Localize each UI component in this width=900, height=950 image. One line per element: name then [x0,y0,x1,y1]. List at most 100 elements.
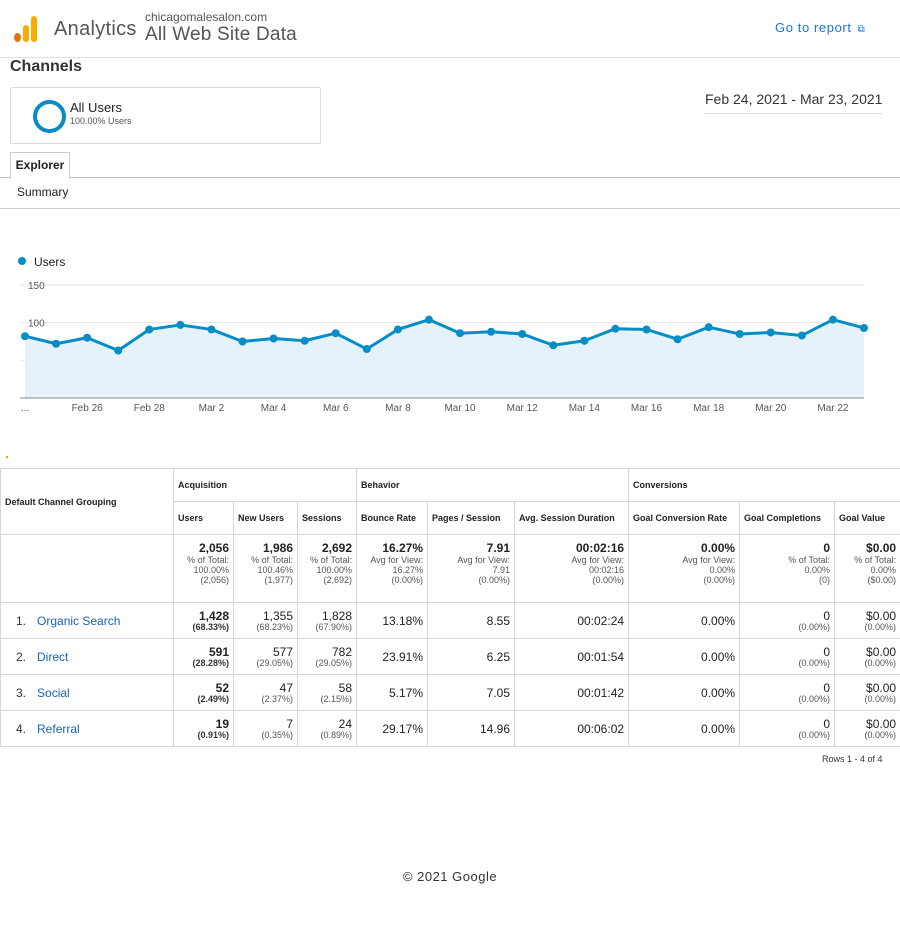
data-point [393,325,402,334]
sessions-value: 58 [338,681,353,695]
duration-cell: 00:02:24 [514,602,630,639]
segment-name: All Users [70,100,123,115]
col-goal-conversion-rate[interactable]: Goal Conversion Rate [628,501,741,535]
total-sub: 16.27% [392,565,424,575]
x-tick-label: Mar 14 [569,403,601,414]
col-goal-value[interactable]: Goal Value [834,501,900,535]
channel-link[interactable]: Referral [37,721,80,736]
channel-cell: 4. Referral [0,710,174,747]
channel-link[interactable]: Organic Search [37,613,121,628]
data-point [766,328,775,337]
col-bounce-rate[interactable]: Bounce Rate [356,501,429,535]
col-new-users[interactable]: New Users [233,501,298,535]
go-to-report-link[interactable]: Go to report ⧉ [775,20,865,35]
channel-link[interactable]: Direct [37,649,69,664]
total-sub: % of Total: [251,555,293,565]
legend-label: Users [34,255,66,269]
data-point [828,315,837,324]
total-sub: % of Total: [854,555,897,565]
channel-link[interactable]: Social [37,685,70,700]
new-users-pct: (0.35%) [261,730,293,740]
pages-session-cell: 14.96 [427,710,516,747]
x-tick-label: Feb 28 [134,403,166,414]
goal-value-cell: $0.00 (0.00%) [834,638,900,675]
total-cell: 2,692% of Total: 100.00% (2,692) [296,534,358,603]
data-point [860,323,868,332]
subtab-summary[interactable]: Summary [17,185,69,199]
total-value: 2,056 [198,541,229,555]
sessions-pct: (0.89%) [320,730,353,740]
users-pct: (28.28%) [192,658,229,668]
date-range[interactable]: Feb 24, 2021 - Mar 23, 2021 [705,91,883,114]
bounce-rate-cell: 23.91% [356,638,429,675]
y-tick-label: 150 [28,281,45,292]
new-users-pct: (29.05%) [256,658,293,668]
goal-value: $0.00 [866,681,897,695]
users-cell: 52 (2.49%) [173,674,234,711]
tab-explorer[interactable]: Explorer [10,152,70,179]
group-conversions: Conversions [628,468,900,502]
x-tick-label: Mar 4 [261,403,287,414]
total-value: 0.00% [701,541,736,555]
bounce-rate-cell: 5.17% [356,674,429,711]
data-point [207,325,216,334]
total-sub: % of Total: [310,555,353,565]
users-pct: (2.49%) [197,694,229,704]
col-avg-session-duration[interactable]: Avg. Session Duration [514,501,630,535]
sessions-value: 24 [338,717,353,731]
x-tick-label: Mar 10 [444,403,476,414]
channels-table: Default Channel Grouping Acquisition Beh… [0,468,900,747]
channel-cell: 3. Social [0,674,174,711]
group-acquisition: Acquisition [172,468,358,502]
total-cell: 7.91 Avg for View: 7.91 (0.00%) [427,534,516,603]
total-sub: Avg for View: [457,555,511,565]
total-sub: (1,977) [264,575,293,585]
bounce-rate-cell: 13.18% [356,602,429,639]
total-cell: 0.00% Avg for View: 0.00% (0.00%) [628,534,741,603]
completions-value: 0 [823,645,831,659]
col-sessions[interactable]: Sessions [296,501,358,535]
total-value: 16.27% [382,541,424,555]
col-users[interactable]: Users [173,501,234,535]
users-value: 591 [208,645,229,659]
total-sub: Avg for View: [370,555,424,565]
pages-session-cell: 7.05 [427,674,516,711]
conversion-rate-cell: 0.00% [628,674,741,711]
total-sub: 0.00% [804,565,831,575]
sessions-pct: (2.15%) [320,694,353,704]
new-users-pct: (2.37%) [261,694,293,704]
pages-session-cell: 8.55 [427,602,516,639]
data-point [673,335,682,344]
data-point [362,345,371,354]
total-cell: 00:02:16 Avg for View: 00:02:16 (0.00%) [514,534,630,603]
view-name: All Web Site Data [145,24,297,45]
data-point [580,336,589,345]
dimension-header[interactable]: Default Channel Grouping [0,468,174,535]
conversion-rate-cell: 0.00% [628,638,741,675]
data-point [518,329,527,338]
table-row: 4. Referral 19 (0.91%) 7 (0.35%) 24 (0.89%) … [0,710,900,747]
data-point [797,331,806,340]
data-point [735,329,744,338]
table-row: 1. Organic Search 1,428 (68.33%) 1,355 (68.… [0,602,900,639]
total-cell: 16.27% Avg for View: 16.27% (0.00%) [356,534,429,603]
completions-cell: 0 (0.00%) [739,674,836,711]
goal-value-cell: $0.00 (0.00%) [834,674,900,711]
total-sub: 7.91 [492,565,511,575]
series-line [24,318,865,353]
users-pct: (68.33%) [192,622,229,632]
x-tick-label: Mar 22 [817,403,849,414]
segment-card[interactable]: All Users 100.00% Users [10,87,321,144]
sessions-cell: 782 (29.05%) [296,638,358,675]
col-pages-session[interactable]: Pages / Session [427,501,516,535]
data-point [238,337,247,346]
group-behavior: Behavior [356,468,630,502]
total-sub: (0.00%) [592,575,625,585]
users-value: 52 [215,681,229,695]
total-sub: (0.00%) [478,575,511,585]
x-tick-label: Feb 26 [72,403,104,414]
total-sub: % of Total: [788,555,831,565]
chart-legend[interactable]: Users [18,255,65,269]
col-goal-completions[interactable]: Goal Completions [739,501,836,535]
